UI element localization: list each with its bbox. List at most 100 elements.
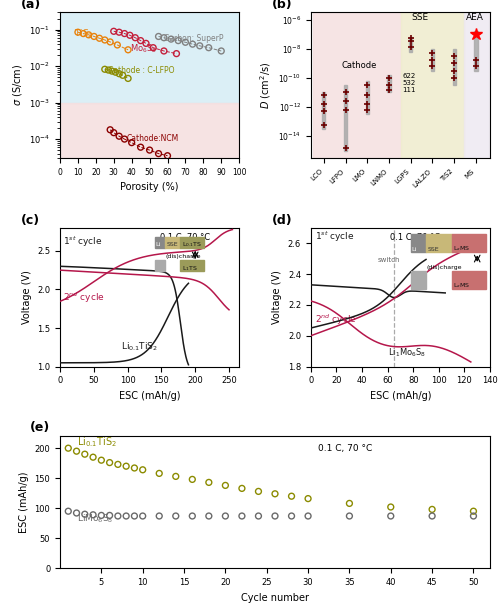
Point bbox=[288, 511, 296, 521]
Point bbox=[204, 43, 212, 53]
Text: Mo$_6$S$_8$: Mo$_6$S$_8$ bbox=[130, 43, 157, 55]
Bar bbox=[452, 49, 456, 85]
Point bbox=[104, 65, 112, 75]
Text: (dis)charge: (dis)charge bbox=[426, 265, 462, 271]
Point bbox=[154, 32, 162, 42]
Point bbox=[160, 33, 168, 43]
Point bbox=[154, 148, 162, 158]
Point bbox=[205, 511, 213, 521]
Point bbox=[101, 64, 109, 74]
Point bbox=[64, 507, 72, 516]
Point bbox=[110, 128, 118, 137]
Point bbox=[346, 511, 354, 521]
Point bbox=[470, 507, 478, 516]
Text: Li: Li bbox=[156, 242, 160, 247]
Point bbox=[155, 511, 163, 521]
Point bbox=[110, 26, 118, 36]
Point bbox=[114, 459, 122, 469]
Point bbox=[124, 73, 132, 83]
Text: TiS$_2$: TiS$_2$ bbox=[74, 27, 94, 40]
Bar bbox=[452, 234, 486, 252]
Point bbox=[114, 511, 122, 521]
X-axis label: ESC (mAh/g): ESC (mAh/g) bbox=[119, 391, 180, 401]
Point bbox=[84, 30, 92, 40]
Text: Cathode:NCM: Cathode:NCM bbox=[126, 134, 178, 143]
Text: Li$_{0.1}$TiS$_2$: Li$_{0.1}$TiS$_2$ bbox=[121, 341, 158, 353]
Text: AEA: AEA bbox=[466, 12, 484, 21]
Text: Carbon: SuperP: Carbon: SuperP bbox=[164, 34, 224, 43]
Point bbox=[155, 469, 163, 478]
Point bbox=[131, 33, 139, 43]
Point bbox=[188, 475, 196, 485]
Bar bbox=[344, 85, 347, 151]
Point bbox=[146, 145, 154, 155]
Point bbox=[136, 35, 144, 45]
Bar bbox=[313, 12, 401, 158]
Point bbox=[74, 27, 82, 37]
X-axis label: Cycle number: Cycle number bbox=[241, 593, 309, 602]
Point bbox=[142, 38, 150, 48]
Point bbox=[106, 125, 114, 134]
Text: L$_x$MS: L$_x$MS bbox=[453, 281, 470, 290]
Text: Li$_1$Mo$_6$S$_8$: Li$_1$Mo$_6$S$_8$ bbox=[388, 347, 426, 359]
Bar bbox=[410, 271, 426, 290]
Text: (e): (e) bbox=[30, 421, 50, 434]
Bar bbox=[366, 81, 369, 114]
Point bbox=[271, 511, 279, 521]
Point bbox=[138, 465, 146, 475]
Text: LiMo$_6$S$_8$: LiMo$_6$S$_8$ bbox=[76, 513, 113, 525]
Bar bbox=[474, 31, 478, 71]
Point bbox=[188, 511, 196, 521]
Text: (d): (d) bbox=[272, 213, 292, 227]
Bar bbox=[180, 237, 204, 247]
Point bbox=[167, 34, 175, 44]
Bar bbox=[166, 237, 180, 247]
Point bbox=[217, 46, 225, 56]
Bar bbox=[410, 234, 426, 252]
Point bbox=[122, 461, 130, 471]
Text: (dis)charge: (dis)charge bbox=[166, 254, 201, 259]
Y-axis label: Voltage (V): Voltage (V) bbox=[272, 270, 282, 324]
Point bbox=[120, 29, 128, 38]
Point bbox=[164, 151, 172, 161]
Point bbox=[120, 134, 128, 144]
Text: 1$^{st}$ cycle: 1$^{st}$ cycle bbox=[64, 235, 103, 249]
Bar bbox=[401, 12, 464, 158]
Bar bbox=[322, 92, 326, 129]
Y-axis label: $\sigma$ (S/cm): $\sigma$ (S/cm) bbox=[10, 64, 24, 106]
Point bbox=[136, 142, 144, 152]
Text: 2$^{nd}$ cycle: 2$^{nd}$ cycle bbox=[64, 291, 105, 305]
Y-axis label: Voltage (V): Voltage (V) bbox=[22, 270, 32, 324]
Point bbox=[130, 511, 138, 521]
Point bbox=[128, 137, 136, 147]
Text: (c): (c) bbox=[20, 213, 40, 227]
Point bbox=[106, 511, 114, 521]
Point bbox=[172, 511, 180, 521]
Bar bbox=[154, 260, 166, 271]
Point bbox=[470, 511, 478, 521]
Point bbox=[182, 37, 190, 47]
Point bbox=[64, 444, 72, 453]
Text: Cathode : C-LFPO: Cathode : C-LFPO bbox=[108, 66, 175, 75]
Text: 0.1 C, 70 °C: 0.1 C, 70 °C bbox=[390, 233, 440, 242]
Text: 2$^{nd}$ cycle: 2$^{nd}$ cycle bbox=[314, 313, 356, 327]
Point bbox=[138, 511, 146, 521]
X-axis label: ESC (mAh/g): ESC (mAh/g) bbox=[370, 391, 431, 401]
Point bbox=[115, 69, 123, 79]
Point bbox=[80, 29, 88, 38]
Text: L$_x$MS: L$_x$MS bbox=[453, 244, 470, 254]
Point bbox=[428, 511, 436, 521]
Point bbox=[72, 446, 80, 456]
Point bbox=[174, 35, 182, 45]
Point bbox=[72, 508, 80, 518]
Point bbox=[387, 511, 395, 521]
Point bbox=[428, 505, 436, 514]
Point bbox=[118, 70, 126, 80]
Point bbox=[149, 43, 157, 53]
Point bbox=[115, 27, 123, 37]
Point bbox=[222, 511, 230, 521]
Text: SSE: SSE bbox=[167, 242, 178, 247]
Point bbox=[238, 511, 246, 521]
Point bbox=[106, 458, 114, 467]
Text: SSE: SSE bbox=[412, 12, 429, 21]
